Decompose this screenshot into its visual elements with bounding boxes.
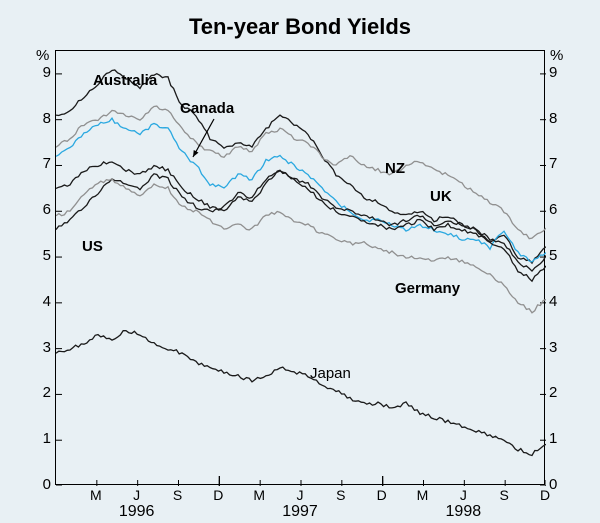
y-tick: 4 (43, 293, 51, 310)
y-tick: 5 (549, 247, 557, 264)
bond-yields-chart: Ten-year Bond Yields % % 0 1 2 3 4 5 6 7 8 9 0 1 2 3… (0, 0, 600, 523)
x-tick-month: D (540, 487, 550, 503)
y-tick: 3 (549, 339, 557, 356)
series-nz (56, 106, 546, 239)
x-tick-year: 1998 (446, 503, 482, 521)
plot-area (55, 50, 545, 485)
y-tick: 8 (43, 110, 51, 127)
x-tick-month: J (133, 487, 140, 503)
x-tick-month: S (173, 487, 182, 503)
y-tick: 0 (43, 476, 51, 493)
x-tick-month: D (213, 487, 223, 503)
x-tick-month: S (499, 487, 508, 503)
x-tick-year: 1997 (282, 503, 318, 521)
series-japan (56, 331, 546, 456)
series-australia (56, 70, 546, 263)
chart-title: Ten-year Bond Yields (0, 14, 600, 40)
plot-svg (56, 51, 546, 486)
y-tick: 6 (43, 201, 51, 218)
x-tick-month: J (460, 487, 467, 503)
y-tick: 2 (43, 384, 51, 401)
y-tick: 7 (43, 155, 51, 172)
series-label-germany: Germany (395, 280, 460, 297)
x-tick-month: M (90, 487, 102, 503)
y-tick: 8 (549, 110, 557, 127)
y-tick: 1 (549, 430, 557, 447)
x-tick-month: M (253, 487, 265, 503)
series-germany (56, 179, 546, 313)
y-tick: 3 (43, 339, 51, 356)
y-tick: 1 (43, 430, 51, 447)
series-label-uk: UK (430, 188, 452, 205)
series-label-us: US (82, 238, 103, 255)
series-label-japan: Japan (310, 365, 351, 382)
series-label-canada: Canada (180, 100, 234, 117)
series-label-nz: NZ (385, 160, 405, 177)
x-tick-month: S (336, 487, 345, 503)
y-tick: 6 (549, 201, 557, 218)
y-tick: 4 (549, 293, 557, 310)
x-tick-month: J (297, 487, 304, 503)
series-label-australia: Australia (93, 72, 157, 89)
y-tick: 9 (549, 64, 557, 81)
x-tick-month: D (377, 487, 387, 503)
y-tick: 5 (43, 247, 51, 264)
x-tick-month: M (417, 487, 429, 503)
y-tick: 2 (549, 384, 557, 401)
y-unit-left: % (36, 47, 49, 64)
y-unit-right: % (550, 47, 563, 64)
y-tick: 0 (549, 476, 557, 493)
x-tick-year: 1996 (119, 503, 155, 521)
y-tick: 9 (43, 64, 51, 81)
y-tick: 7 (549, 155, 557, 172)
series-uk (56, 162, 546, 271)
